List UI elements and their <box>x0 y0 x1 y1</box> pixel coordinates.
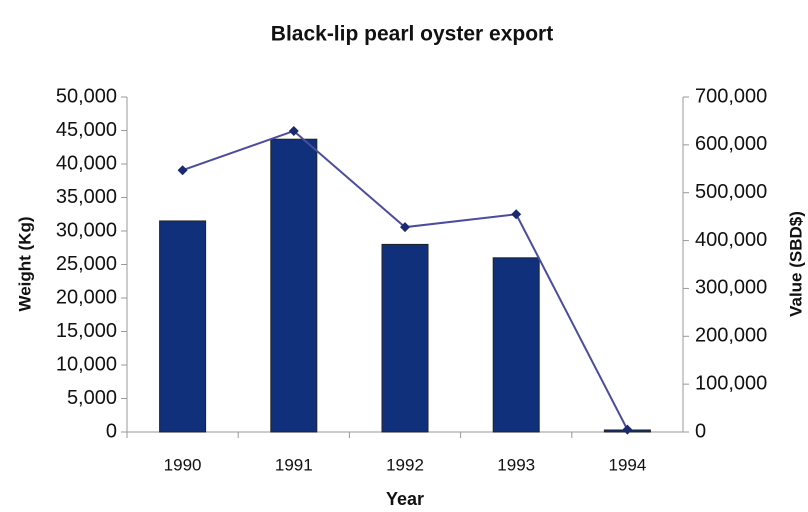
x-axis-title: Year <box>386 489 424 509</box>
y-tick-label: 15,000 <box>56 320 117 342</box>
y2-tick-label: 500,000 <box>695 181 767 203</box>
chart-title: Black-lip pearl oyster export <box>271 23 553 46</box>
line-marker <box>400 222 410 233</box>
x-tick-label: 1991 <box>275 455 313 474</box>
y-tick-label: 0 <box>106 420 117 442</box>
line-marker <box>288 125 299 136</box>
bar <box>381 243 429 433</box>
bar <box>159 220 207 433</box>
y-tick-label: 10,000 <box>56 353 117 375</box>
bar <box>492 257 540 433</box>
y-tick-label: 40,000 <box>56 152 117 174</box>
x-tick-label: 1993 <box>497 455 535 474</box>
y2-axis-title: Value (SBD$) <box>786 211 805 317</box>
y-tick-label: 25,000 <box>56 253 117 275</box>
y-tick-label: 30,000 <box>56 219 117 241</box>
y-tick-label: 35,000 <box>56 186 117 208</box>
line-marker <box>511 209 522 220</box>
y-tick-label: 50,000 <box>56 85 117 107</box>
y2-tick-label: 0 <box>695 420 706 442</box>
line-marker <box>177 165 188 176</box>
y-tick-label: 45,000 <box>56 119 117 141</box>
y-axis-title: Weight (Kg) <box>15 216 34 311</box>
y2-tick-label: 300,000 <box>695 277 767 299</box>
line-marker <box>622 424 633 435</box>
y-tick-label: 20,000 <box>56 286 117 308</box>
bar <box>270 138 318 433</box>
y2-tick-label: 600,000 <box>695 133 767 155</box>
y2-tick-label: 200,000 <box>695 325 767 347</box>
x-tick-label: 1994 <box>608 455 646 474</box>
y2-tick-label: 700,000 <box>695 85 767 107</box>
y2-tick-label: 400,000 <box>695 229 767 251</box>
y2-tick-label: 100,000 <box>695 372 767 394</box>
y-tick-label: 5,000 <box>67 387 117 409</box>
x-tick-label: 1990 <box>164 455 202 474</box>
x-tick-label: 1992 <box>386 455 424 474</box>
